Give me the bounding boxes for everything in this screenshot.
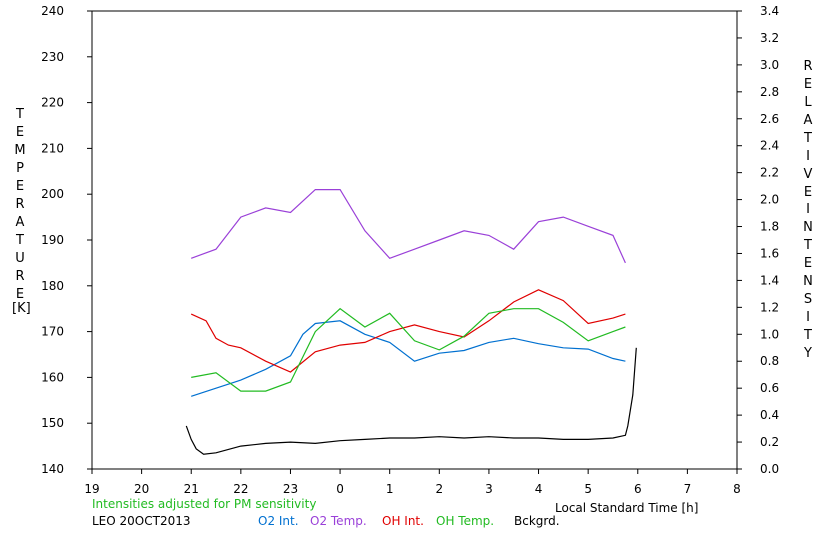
legend-bckgrd: Bckgrd. bbox=[514, 514, 560, 528]
left-tick-label: 190 bbox=[41, 233, 64, 247]
x-tick-labels: 19 20 21 22 23 0 1 2 3 4 5 6 7 8 bbox=[84, 482, 740, 496]
x-tick-label: 21 bbox=[184, 482, 199, 496]
left-tick-label: 240 bbox=[41, 4, 64, 18]
right-axis-title-letter: T bbox=[803, 238, 812, 253]
right-tick-label: 0.8 bbox=[760, 354, 779, 368]
left-tick-label: 180 bbox=[41, 279, 64, 293]
right-tick-label: 0.2 bbox=[760, 435, 779, 449]
x-tick-label: 8 bbox=[733, 482, 741, 496]
left-tick-labels: 140 150 160 170 180 190 200 210 220 230 240 bbox=[41, 4, 64, 476]
left-axis-title-letter: A bbox=[16, 215, 25, 230]
sensitivity-note: Intensities adjusted for PM sensitivity bbox=[92, 497, 317, 511]
right-axis-title-letter: T bbox=[803, 131, 812, 146]
legend-o2-int: O2 Int. bbox=[258, 514, 299, 528]
left-axis-title-letter: E bbox=[16, 125, 24, 140]
right-tick-label: 2.4 bbox=[760, 139, 779, 153]
right-tick-label: 0.6 bbox=[760, 381, 779, 395]
right-axis-title-letter: E bbox=[804, 256, 812, 271]
right-tick-label: 2.2 bbox=[760, 166, 779, 180]
right-tick-label: 2.6 bbox=[760, 112, 779, 126]
right-axis-title-letter: A bbox=[804, 113, 813, 128]
series-line-o2-temp bbox=[190, 189, 626, 264]
right-tick-label: 0.4 bbox=[760, 408, 779, 422]
left-axis-title-letter: T bbox=[15, 107, 24, 122]
right-tick-label: 1.0 bbox=[760, 327, 779, 341]
left-tick-label: 210 bbox=[41, 141, 64, 155]
left-tick-label: 160 bbox=[41, 370, 64, 384]
right-axis-title-letter: L bbox=[804, 95, 812, 110]
right-axis-title-letter: E bbox=[804, 185, 812, 200]
left-axis-title-letter: T bbox=[15, 233, 24, 248]
left-tick-label: 170 bbox=[41, 325, 64, 339]
right-tick-label: 1.8 bbox=[760, 220, 779, 234]
right-tick-labels: 0.0 0.2 0.4 0.6 0.8 1.0 1.2 1.4 1.6 1.8 2.0 2.2 2.4 2… bbox=[760, 4, 779, 476]
x-tick-label: 0 bbox=[336, 482, 344, 496]
left-tick-label: 150 bbox=[41, 416, 64, 430]
left-axis-title-letter: E bbox=[16, 179, 24, 194]
left-axis-title-letter: M bbox=[14, 143, 25, 158]
right-axis-title-letter: E bbox=[804, 77, 812, 92]
legend-o2-temp: O2 Temp. bbox=[310, 514, 367, 528]
right-tick-label: 2.8 bbox=[760, 85, 779, 99]
left-axis-title-letter: P bbox=[16, 161, 24, 176]
x-tick-label: 2 bbox=[435, 482, 443, 496]
right-tick-label: 0.0 bbox=[760, 462, 779, 476]
series-line-bckgrd bbox=[185, 347, 637, 455]
right-tick-label: 1.2 bbox=[760, 300, 779, 314]
right-tick-label: 2.0 bbox=[760, 193, 779, 207]
x-tick-label: 4 bbox=[535, 482, 543, 496]
left-tick-label: 230 bbox=[41, 50, 64, 64]
left-tick-label: 140 bbox=[41, 462, 64, 476]
series-line-o2-int bbox=[191, 320, 626, 397]
right-tick-label: 3.2 bbox=[760, 31, 779, 45]
x-axis-label: Local Standard Time [h] bbox=[555, 501, 699, 515]
x-tick-label: 3 bbox=[485, 482, 493, 496]
axis-ticks-group bbox=[87, 10, 742, 474]
right-axis-title-letter: I bbox=[806, 310, 810, 325]
x-tick-label: 19 bbox=[84, 482, 99, 496]
x-tick-label: 7 bbox=[684, 482, 692, 496]
right-axis-title-letter: V bbox=[804, 167, 813, 182]
right-axis-title-letter: R bbox=[803, 59, 812, 74]
x-tick-label: 20 bbox=[134, 482, 149, 496]
right-axis-title-letter: T bbox=[803, 328, 812, 343]
right-axis-title-letter: N bbox=[803, 274, 813, 289]
left-axis-title-letter: R bbox=[15, 197, 24, 212]
x-tick-label: 23 bbox=[283, 482, 298, 496]
plot-frame bbox=[91, 10, 738, 470]
x-tick-label: 6 bbox=[634, 482, 642, 496]
right-tick-label: 1.6 bbox=[760, 246, 779, 260]
series-line-oh-temp bbox=[191, 307, 626, 392]
site-date-label: LEO 20OCT2013 bbox=[92, 514, 191, 528]
left-axis-unit: [K] bbox=[12, 301, 31, 316]
left-axis-title-letter: R bbox=[15, 269, 24, 284]
left-tick-label: 220 bbox=[41, 96, 64, 110]
right-axis-title-letter: S bbox=[804, 292, 812, 307]
left-axis-title-letter: U bbox=[15, 251, 25, 266]
plot-lines-group bbox=[185, 189, 637, 455]
x-tick-label: 5 bbox=[584, 482, 592, 496]
x-tick-label: 1 bbox=[386, 482, 394, 496]
right-tick-label: 3.0 bbox=[760, 58, 779, 72]
series-line-oh-int bbox=[190, 289, 626, 373]
left-tick-label: 200 bbox=[41, 187, 64, 201]
right-axis-title-letter: N bbox=[803, 220, 813, 235]
right-axis-title-letter: I bbox=[806, 202, 810, 217]
x-tick-label: 22 bbox=[233, 482, 248, 496]
right-axis-title-letter: I bbox=[806, 149, 810, 164]
right-tick-label: 1.4 bbox=[760, 273, 779, 287]
right-axis-title-letter: Y bbox=[803, 346, 812, 361]
legend-oh-int: OH Int. bbox=[382, 514, 424, 528]
right-tick-label: 3.4 bbox=[760, 4, 779, 18]
left-axis-title-letter: E bbox=[16, 287, 24, 302]
legend-oh-temp: OH Temp. bbox=[436, 514, 495, 528]
